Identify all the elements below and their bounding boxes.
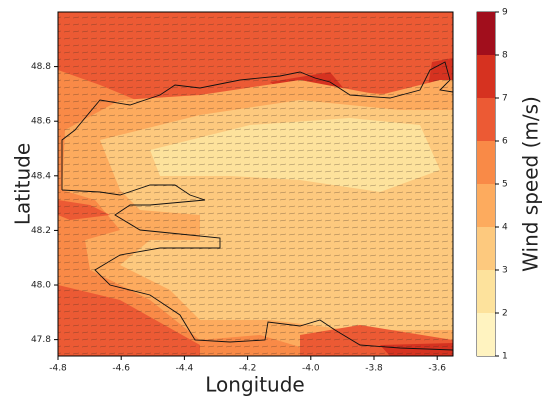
colorbar-segment [477, 270, 495, 313]
colorbar-label: Wind speed (m/s) [519, 96, 543, 272]
colorbar-tick-label: 3 [502, 266, 508, 276]
colorbar-tick-label: 9 [502, 8, 508, 18]
x-tick-label: -4.8 [49, 364, 67, 374]
colorbar-tick-label: 7 [502, 94, 508, 104]
colorbar-segment [477, 313, 495, 356]
x-tick-label: -3.8 [365, 364, 383, 374]
colorbar-tick-label: 8 [502, 51, 508, 61]
colorbar-segment [477, 55, 495, 98]
x-tick-label: -3.6 [428, 364, 446, 374]
y-tick-label: 48.0 [31, 281, 51, 291]
y-axis-label: Latitude [11, 143, 35, 225]
x-axis-label: Longitude [205, 373, 304, 397]
y-tick-label: 48.8 [31, 62, 51, 72]
colorbar-segment [477, 141, 495, 184]
colorbar-segment [477, 98, 495, 141]
colorbar-tick-label: 2 [502, 309, 508, 319]
colorbar-segment [477, 184, 495, 227]
coastline [61, 61, 453, 351]
y-tick-label: 48.2 [31, 226, 51, 236]
x-tick-label: -4.0 [302, 364, 320, 374]
x-tick-label: -4.2 [239, 364, 257, 374]
colorbar-tick-label: 1 [502, 352, 508, 362]
colorbar-tick-label: 4 [502, 223, 508, 233]
y-tick-label: 48.6 [31, 117, 51, 127]
x-tick-label: -4.4 [176, 364, 194, 374]
colorbar-tick-label: 5 [502, 180, 508, 190]
y-tick-label: 48.4 [31, 171, 51, 181]
contour-field [58, 12, 453, 356]
y-tick-label: 47.8 [31, 335, 51, 345]
wind-vectors [58, 12, 453, 356]
x-tick-label: -4.6 [112, 364, 130, 374]
plot-frame [57, 11, 454, 357]
colorbar-segment [477, 12, 495, 55]
colorbar-segment [477, 227, 495, 270]
colorbar-tick-label: 6 [502, 137, 508, 147]
